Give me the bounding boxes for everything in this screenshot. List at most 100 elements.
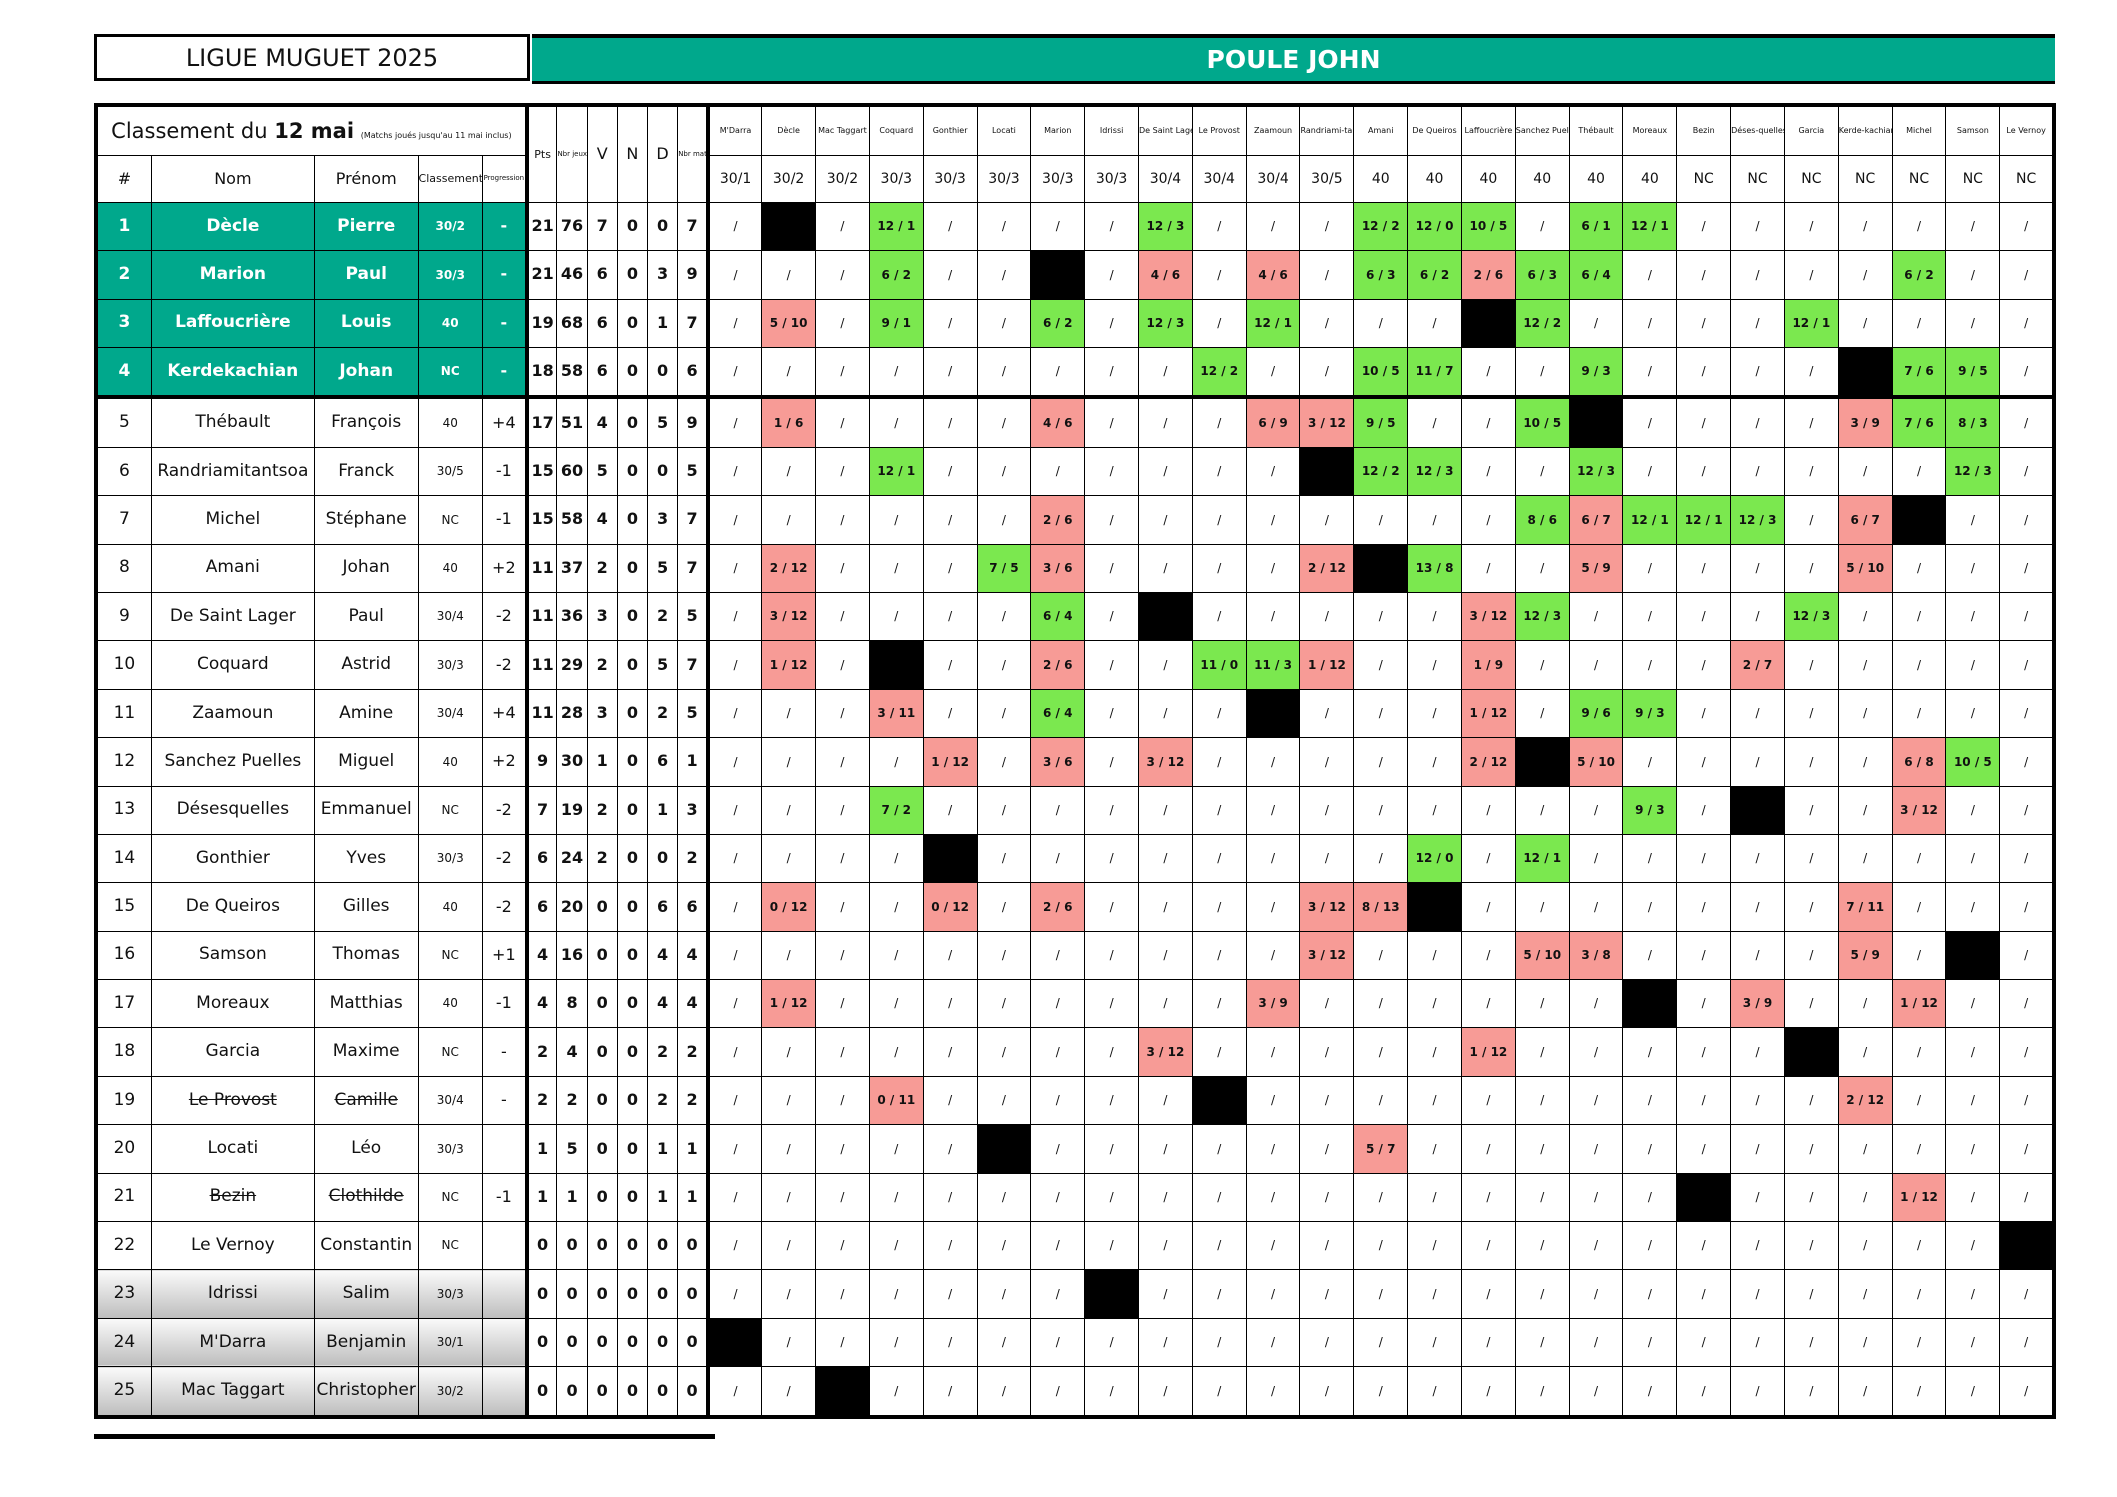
unplayed-match-cell: / [1191, 250, 1247, 300]
last-name-cell: M'Darra [150, 1317, 315, 1368]
unplayed-match-cell: / [1837, 833, 1893, 884]
wins-cell: 3 [586, 688, 618, 739]
unplayed-match-cell: / [1407, 688, 1462, 739]
matches-played-cell: 5 [677, 591, 709, 642]
unplayed-match-cell: / [1407, 1075, 1462, 1126]
unplayed-match-cell: / [1353, 1366, 1409, 1418]
table-row: 17 Moreaux Matthias 40 -1 4 8 0 0 4 4/1 / 12// / / / /… [95, 979, 2055, 1029]
unplayed-match-cell: / [1245, 495, 1301, 545]
unplayed-match-cell: / [1407, 785, 1462, 835]
points-cell: 6 [524, 833, 558, 884]
lost-match-cell: 2 / 12 [1460, 737, 1516, 787]
unplayed-match-cell: / [1676, 1221, 1732, 1271]
last-name-cell: Coquard [150, 640, 315, 690]
losses-cell: 0 [646, 446, 679, 497]
unplayed-match-cell: / [1676, 591, 1732, 642]
unplayed-match-cell: / [1837, 688, 1893, 739]
won-match-cell: 11 / 7 [1407, 346, 1462, 398]
unplayed-match-cell: / [761, 1027, 817, 1077]
unplayed-match-cell: / [1353, 1221, 1409, 1271]
first-name-cell: Louis [313, 298, 419, 348]
first-name-cell: Stéphane [313, 495, 419, 545]
unplayed-match-cell: / [705, 1124, 763, 1174]
unplayed-match-cell: / [1622, 298, 1678, 348]
unplayed-match-cell: / [1999, 1172, 2055, 1223]
won-match-cell: 11 / 3 [1245, 640, 1301, 690]
games-won-cell: 16 [556, 930, 588, 981]
ranking-cell: 30/3 [417, 250, 483, 300]
lost-match-cell: 3 / 12 [1138, 1027, 1193, 1077]
last-name-cell: Sanchez Puelles [150, 737, 315, 787]
unplayed-match-cell: / [815, 1269, 870, 1319]
unplayed-match-cell: / [1245, 930, 1301, 981]
ranking-cell: 30/4 [417, 591, 483, 642]
unplayed-match-cell: / [1837, 737, 1893, 787]
unplayed-match-cell: / [1783, 1269, 1839, 1319]
rank-cell: 13 [95, 785, 152, 835]
unplayed-match-cell: / [1245, 1221, 1301, 1271]
unplayed-match-cell: / [1676, 1075, 1732, 1126]
unplayed-match-cell: / [1945, 640, 2001, 690]
won-match-cell: 12 / 3 [1514, 591, 1570, 642]
won-match-cell: 6 / 1 [1568, 201, 1624, 252]
progression-cell [481, 1221, 528, 1271]
losses-cell: 4 [646, 930, 679, 981]
unplayed-match-cell: / [815, 1124, 870, 1174]
unplayed-match-cell: / [1730, 1221, 1785, 1271]
ranking-cell: NC [417, 930, 483, 981]
unplayed-match-cell: / [1245, 346, 1301, 398]
unplayed-match-cell: / [1622, 930, 1678, 981]
opponent-header-name: Bezin [1676, 104, 1732, 157]
progression-cell: +4 [481, 395, 528, 448]
points-cell: 18 [524, 346, 558, 398]
last-name-cell: Mac Taggart [150, 1366, 315, 1418]
points-cell: 11 [524, 591, 558, 642]
unplayed-match-cell: / [976, 688, 1032, 739]
wins-cell: 0 [586, 1124, 618, 1174]
unplayed-match-cell: / [1891, 1317, 1947, 1368]
unplayed-match-cell: / [1730, 346, 1785, 398]
unplayed-match-cell: / [1568, 1172, 1624, 1223]
unplayed-match-cell: / [976, 833, 1032, 884]
unplayed-match-cell: / [761, 1317, 817, 1368]
first-name-cell: Thomas [313, 930, 419, 981]
opponent-header-ranking: NC [1891, 155, 1947, 203]
lost-match-cell: 3 / 12 [1299, 930, 1355, 981]
losses-cell: 0 [646, 833, 679, 884]
last-name-cell: Zaamoun [150, 688, 315, 739]
unplayed-match-cell: / [1568, 1075, 1624, 1126]
unplayed-match-cell: / [1245, 1366, 1301, 1418]
opponent-header-ranking: 30/3 [1084, 155, 1139, 203]
self-match-cell [1514, 737, 1570, 787]
col-header-rank: # [95, 155, 152, 203]
unplayed-match-cell: / [1030, 785, 1086, 835]
unplayed-match-cell: / [1353, 785, 1409, 835]
first-name-cell: Matthias [313, 979, 419, 1029]
unplayed-match-cell: / [922, 346, 978, 398]
lost-match-cell: 3 / 6 [1030, 737, 1086, 787]
unplayed-match-cell: / [1837, 1317, 1893, 1368]
won-match-cell: 6 / 4 [1030, 591, 1086, 642]
points-cell: 21 [524, 201, 558, 252]
unplayed-match-cell: / [1945, 688, 2001, 739]
matches-played-cell: 1 [677, 1172, 709, 1223]
wins-cell: 2 [586, 543, 618, 593]
unplayed-match-cell: / [1353, 688, 1409, 739]
unplayed-match-cell: / [705, 543, 763, 593]
unplayed-match-cell: / [1891, 688, 1947, 739]
col-header-first-name: Prénom [313, 155, 419, 203]
unplayed-match-cell: / [976, 591, 1032, 642]
draws-cell: 0 [616, 250, 649, 300]
unplayed-match-cell: / [1783, 495, 1839, 545]
matches-played-cell: 1 [677, 1124, 709, 1174]
unplayed-match-cell: / [922, 979, 978, 1029]
unplayed-match-cell: / [1030, 1366, 1086, 1418]
unplayed-match-cell: / [1999, 737, 2055, 787]
unplayed-match-cell: / [868, 395, 924, 448]
unplayed-match-cell: / [1730, 737, 1785, 787]
unplayed-match-cell: / [976, 298, 1032, 348]
unplayed-match-cell: / [1891, 591, 1947, 642]
unplayed-match-cell: / [1138, 1124, 1193, 1174]
losses-cell: 0 [646, 1269, 679, 1319]
unplayed-match-cell: / [1999, 395, 2055, 448]
